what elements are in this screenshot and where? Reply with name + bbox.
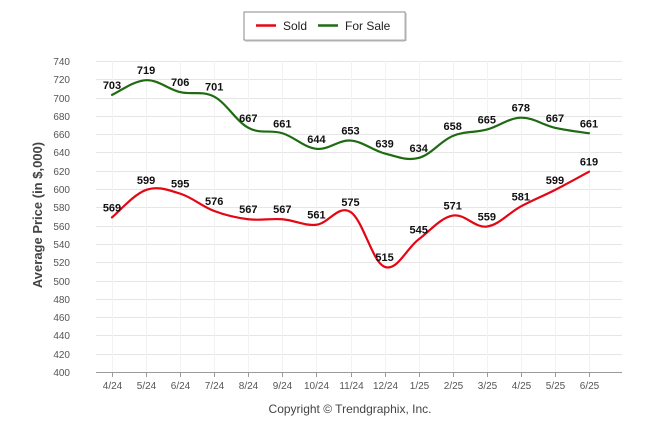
data-label-sold: 595: [171, 179, 189, 191]
y-tick-label: 600: [53, 185, 70, 196]
series-line-sold: [110, 170, 591, 269]
x-tick-label: 9/24: [273, 381, 293, 392]
data-label-sold: 575: [341, 197, 359, 209]
data-label-for-sale: 678: [512, 103, 530, 115]
y-tick-label: 560: [53, 222, 70, 233]
data-label-for-sale: 701: [205, 82, 223, 94]
copyright-text: Copyright © Trendgraphix, Inc.: [269, 402, 432, 416]
data-label-for-sale: 706: [171, 77, 189, 89]
series-line-for-sale: [110, 79, 591, 161]
data-label-for-sale: 639: [375, 138, 393, 150]
x-tick-label: 6/24: [171, 381, 191, 392]
data-label-for-sale: 665: [478, 115, 496, 127]
y-tick-label: 520: [53, 258, 70, 269]
data-label-sold: 599: [137, 175, 155, 187]
y-tick-label: 660: [53, 130, 70, 141]
y-tick-label: 580: [53, 203, 70, 214]
data-label-sold: 515: [375, 252, 393, 264]
data-label-for-sale: 658: [444, 121, 462, 133]
y-axis-title: Average Price (in $,000): [30, 142, 45, 288]
data-label-sold: 567: [273, 204, 291, 216]
data-label-for-sale: 661: [273, 118, 291, 130]
y-tick-label: 540: [53, 240, 70, 251]
x-tick-label: 1/25: [410, 381, 430, 392]
legend: Sold For Sale: [243, 11, 407, 42]
x-tick-label: 5/25: [546, 381, 566, 392]
x-tick-label: 4/25: [512, 381, 532, 392]
grid-lines: [96, 61, 622, 373]
y-tick-label: 720: [53, 75, 70, 86]
x-tick-label: 3/25: [478, 381, 498, 392]
data-labels: 569 599 595 576 567 567 561 575 515 545 571 559 581 5…: [103, 65, 598, 264]
x-tick-label: 11/24: [339, 381, 364, 392]
data-label-for-sale: 653: [341, 126, 359, 138]
y-tick-label: 500: [53, 277, 70, 288]
x-tick-label: 10/24: [304, 381, 329, 392]
x-tick-label: 7/24: [205, 381, 225, 392]
x-tick-label: 5/24: [137, 381, 157, 392]
y-tick-label: 740: [53, 57, 70, 68]
data-label-for-sale: 644: [307, 134, 326, 146]
x-tick-label: 8/24: [239, 381, 259, 392]
data-label-sold: 599: [546, 175, 564, 187]
data-label-for-sale: 661: [580, 118, 598, 130]
data-label-sold: 569: [103, 202, 121, 214]
data-label-for-sale: 667: [546, 113, 564, 125]
y-tick-label: 440: [53, 331, 70, 342]
x-tick-label: 4/24: [103, 381, 123, 392]
y-tick-label: 400: [53, 368, 70, 379]
y-tick-label: 420: [53, 350, 70, 361]
data-label-sold: 619: [580, 157, 598, 169]
series-lines: [110, 79, 591, 269]
data-label-sold: 571: [444, 201, 462, 213]
axes: 400 420 440 460 480 500 520 540 560 580 600 620 640 6…: [53, 57, 599, 392]
data-label-for-sale: 667: [239, 113, 257, 125]
data-label-sold: 581: [512, 191, 530, 203]
data-label-for-sale: 703: [103, 80, 121, 92]
legend-label-sold: Sold: [283, 19, 307, 33]
data-label-sold: 559: [478, 212, 496, 224]
data-label-sold: 561: [307, 210, 325, 222]
y-tick-label: 640: [53, 148, 70, 159]
data-label-sold: 576: [205, 196, 223, 208]
y-tick-label: 460: [53, 313, 70, 324]
y-tick-label: 680: [53, 112, 70, 123]
legend-label-for-sale: For Sale: [345, 19, 391, 33]
x-tick-label: 12/24: [373, 381, 398, 392]
x-tick-label: 2/25: [444, 381, 464, 392]
data-label-for-sale: 719: [137, 65, 155, 77]
x-tick-label: 6/25: [580, 381, 600, 392]
y-tick-label: 700: [53, 94, 70, 105]
y-tick-label: 620: [53, 167, 70, 178]
data-label-for-sale: 634: [409, 143, 428, 155]
data-label-sold: 567: [239, 204, 257, 216]
data-label-sold: 545: [409, 224, 427, 236]
y-tick-label: 480: [53, 295, 70, 306]
